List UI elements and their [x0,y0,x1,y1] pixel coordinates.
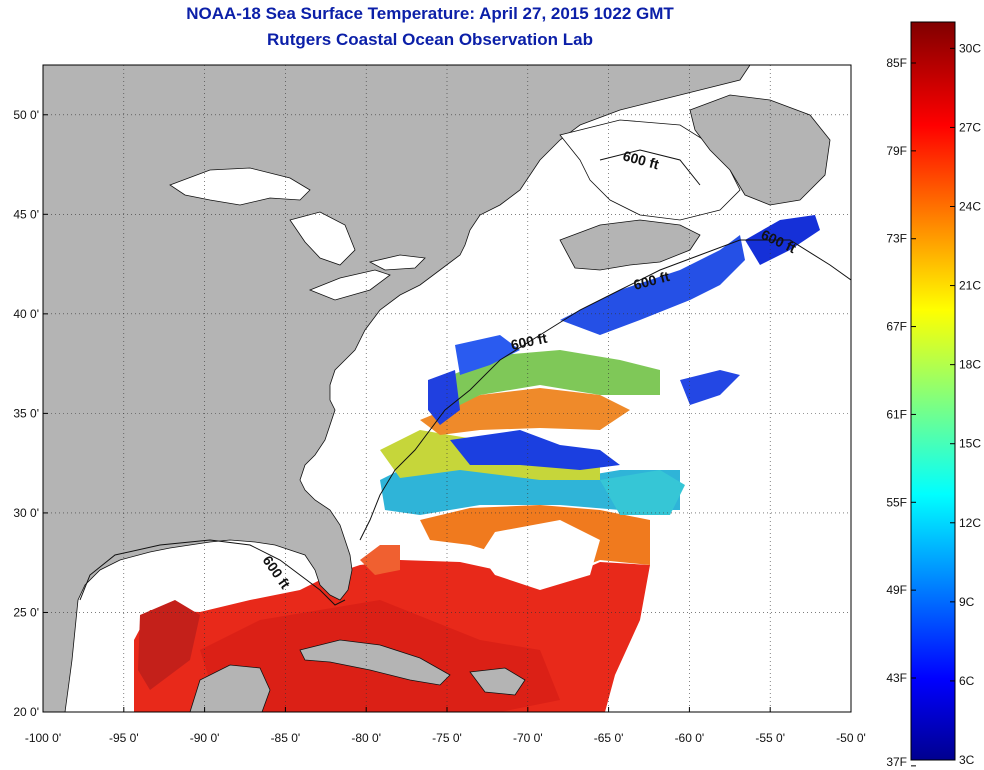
celsius-label: 18C [959,358,981,372]
celsius-label: 15C [959,437,981,451]
celsius-label: 6C [959,674,975,688]
celsius-label: 12C [959,516,981,530]
fahrenheit-label: 55F [886,495,907,509]
fahrenheit-label: 85F [886,56,907,70]
fahrenheit-label: 61F [886,407,907,421]
celsius-label: 9C [959,595,975,609]
fahrenheit-label: 37F [886,755,907,769]
celsius-label: 24C [959,200,981,214]
fahrenheit-label: 79F [886,144,907,158]
celsius-label: 21C [959,279,981,293]
celsius-label: 3C [959,753,975,767]
fahrenheit-label: 43F [886,671,907,685]
fahrenheit-label: 49F [886,583,907,597]
celsius-label: 27C [959,120,981,134]
fahrenheit-label: 67F [886,320,907,334]
fahrenheit-label: 73F [886,232,907,246]
colorbar-gradient [911,22,955,760]
celsius-label: 30C [959,41,981,55]
